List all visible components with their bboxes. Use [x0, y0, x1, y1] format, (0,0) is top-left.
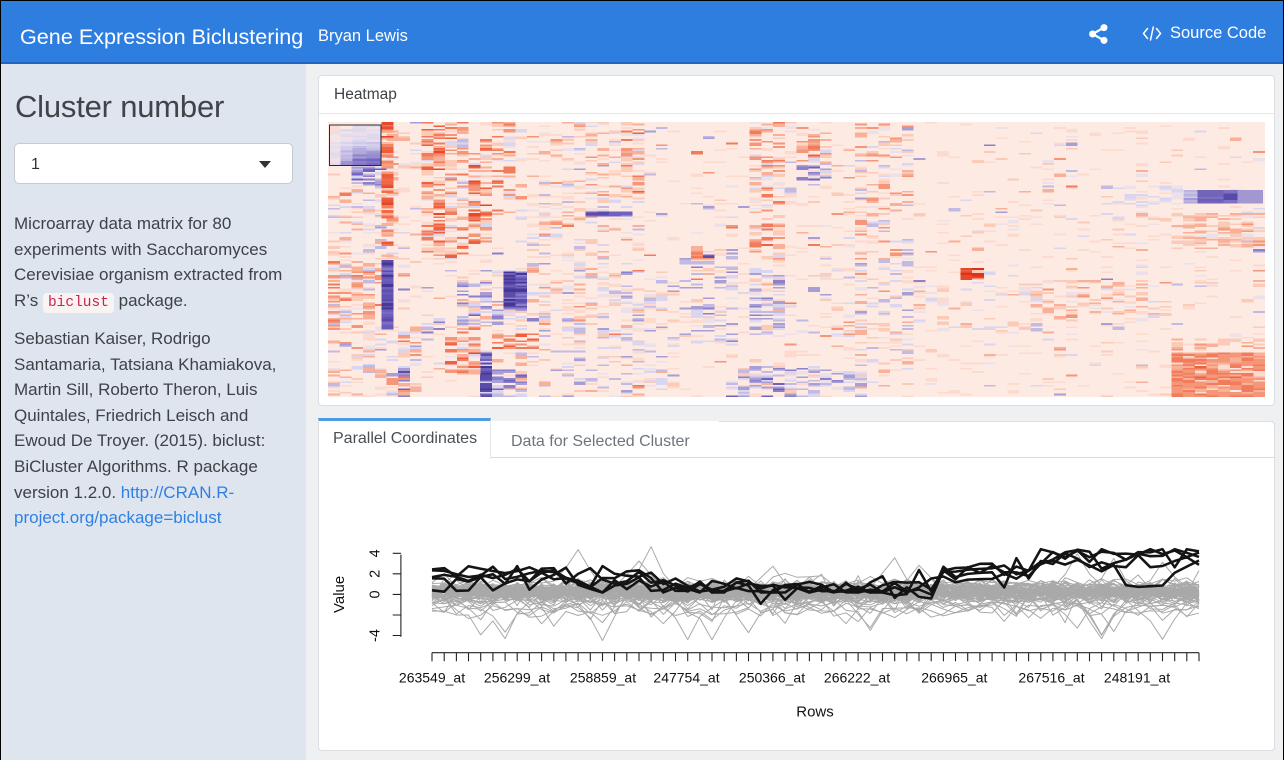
svg-text:4: 4 [367, 549, 383, 557]
svg-text:266222_at: 266222_at [824, 670, 890, 686]
svg-text:248191_at: 248191_at [1104, 670, 1170, 686]
svg-text:-4: -4 [367, 629, 383, 642]
svg-text:0: 0 [367, 590, 383, 598]
svg-text:266965_at: 266965_at [921, 670, 987, 686]
svg-text:256299_at: 256299_at [484, 670, 550, 686]
svg-text:247754_at: 247754_at [653, 670, 719, 686]
svg-text:263549_at: 263549_at [399, 670, 465, 686]
svg-text:Value: Value [331, 576, 348, 613]
svg-text:2: 2 [367, 570, 383, 578]
svg-text:250366_at: 250366_at [739, 670, 805, 686]
svg-text:267516_at: 267516_at [1018, 670, 1084, 686]
svg-text:258859_at: 258859_at [570, 670, 636, 686]
svg-text:Rows: Rows [796, 704, 834, 721]
